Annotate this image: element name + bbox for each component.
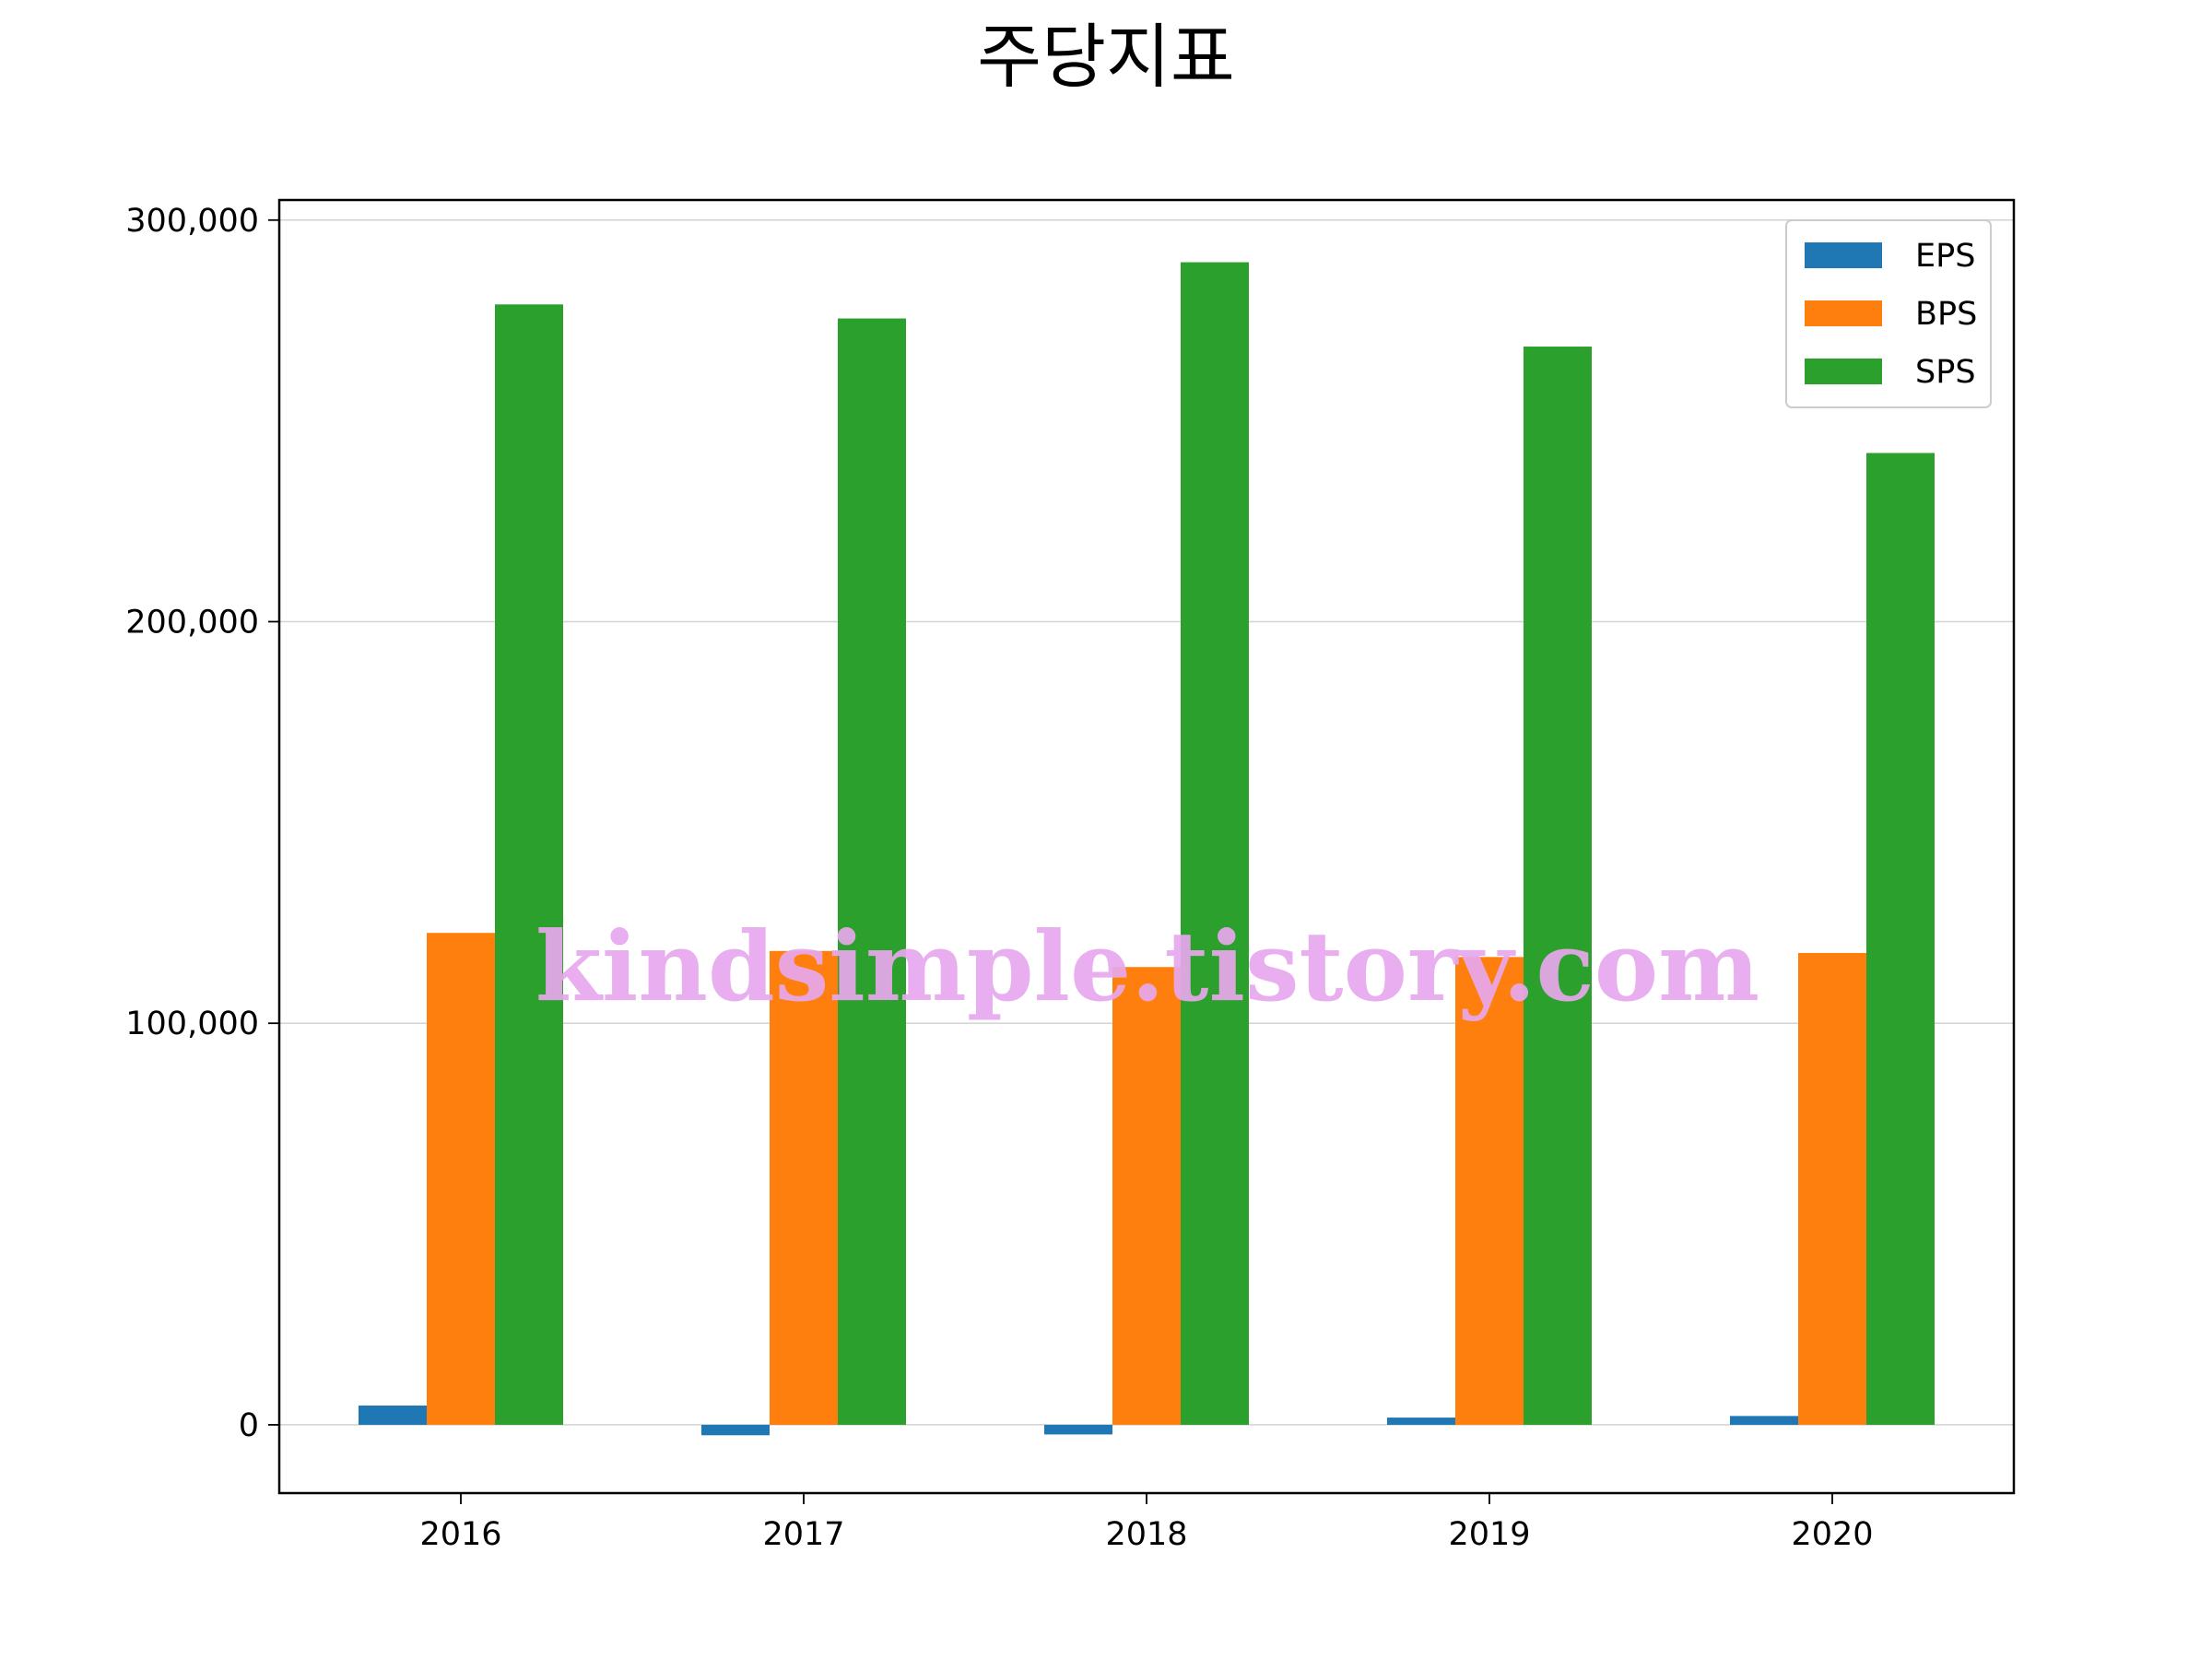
bars — [359, 262, 1935, 1436]
x-tick-label: 2017 — [762, 1516, 844, 1553]
bar-eps-2018 — [1044, 1424, 1112, 1435]
bar-eps-2020 — [1730, 1416, 1798, 1425]
watermark-text: kindsimple.tistory.com — [535, 910, 1759, 1023]
y-tick-label: 200,000 — [125, 605, 259, 641]
bar-sps-2016 — [495, 304, 563, 1425]
y-tick-label: 0 — [239, 1407, 259, 1444]
bar-bps-2017 — [770, 950, 838, 1425]
bar-sps-2019 — [1524, 347, 1592, 1425]
bar-sps-2020 — [1866, 453, 1935, 1425]
bar-sps-2017 — [838, 318, 906, 1425]
x-axis: 2016 2017 2018 2019 2020 — [419, 1493, 1874, 1553]
bar-eps-2017 — [701, 1424, 770, 1436]
y-axis: 0 100,000 200,000 300,000 — [125, 203, 279, 1444]
legend-swatch-eps — [1805, 242, 1882, 268]
y-tick-label: 300,000 — [125, 203, 259, 240]
legend-swatch-sps — [1805, 359, 1882, 384]
bar-bps-2016 — [427, 933, 495, 1425]
x-tick-label: 2016 — [419, 1516, 501, 1553]
x-tick-label: 2019 — [1448, 1516, 1530, 1553]
bar-bps-2019 — [1455, 957, 1524, 1425]
legend-label-sps: SPS — [1915, 354, 1976, 391]
legend-swatch-bps — [1805, 300, 1882, 326]
legend-label-bps: BPS — [1915, 296, 1977, 333]
x-tick-label: 2018 — [1105, 1516, 1187, 1553]
bar-bps-2018 — [1112, 967, 1181, 1425]
chart-title: 주당지표 — [977, 16, 1235, 98]
legend-label-eps: EPS — [1915, 238, 1975, 275]
bar-eps-2019 — [1387, 1418, 1455, 1425]
legend: EPS BPS SPS — [1785, 219, 1992, 408]
bar-sps-2018 — [1181, 262, 1249, 1425]
bar-eps-2016 — [359, 1406, 427, 1425]
y-tick-label: 100,000 — [125, 1006, 259, 1042]
bar-bps-2020 — [1798, 952, 1866, 1425]
gridlines — [279, 219, 2014, 1426]
x-tick-label: 2020 — [1791, 1516, 1873, 1553]
